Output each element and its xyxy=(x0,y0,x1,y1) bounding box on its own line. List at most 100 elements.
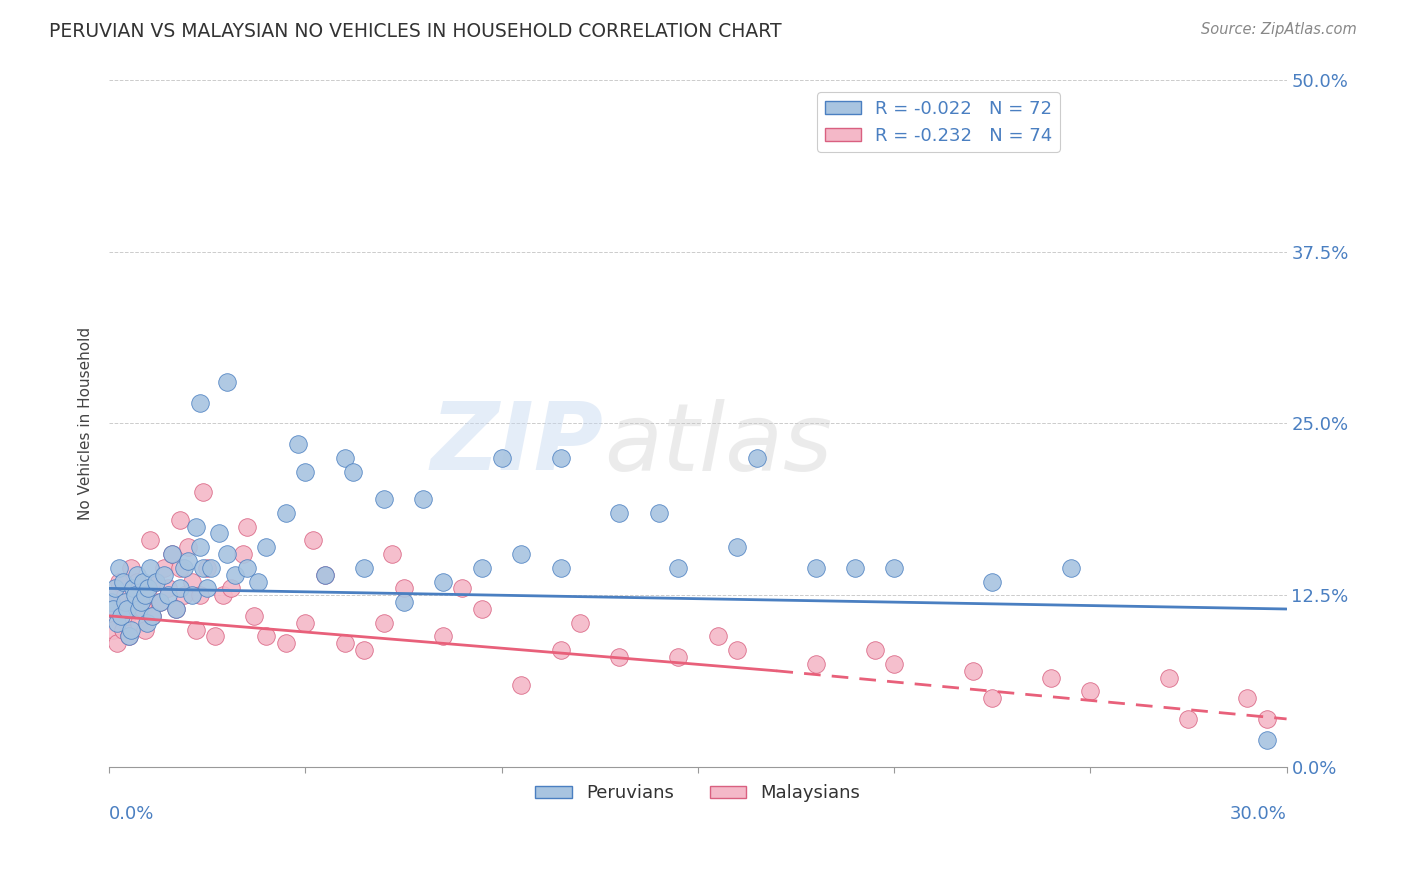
Point xyxy=(125,567,148,582)
Point xyxy=(333,450,356,465)
Point xyxy=(863,643,886,657)
Point xyxy=(145,574,167,589)
Point xyxy=(129,595,152,609)
Text: 0.0%: 0.0% xyxy=(110,805,155,823)
Point xyxy=(134,623,156,637)
Point xyxy=(1040,671,1063,685)
Point xyxy=(195,582,218,596)
Point xyxy=(412,491,434,506)
Point xyxy=(510,547,533,561)
Point xyxy=(200,561,222,575)
Text: PERUVIAN VS MALAYSIAN NO VEHICLES IN HOUSEHOLD CORRELATION CHART: PERUVIAN VS MALAYSIAN NO VEHICLES IN HOU… xyxy=(49,22,782,41)
Point xyxy=(131,574,153,589)
Point xyxy=(131,602,153,616)
Point xyxy=(100,595,122,609)
Point xyxy=(844,561,866,575)
Point xyxy=(254,540,277,554)
Point xyxy=(138,582,160,596)
Point xyxy=(219,582,242,596)
Point xyxy=(157,582,180,596)
Point xyxy=(145,574,167,589)
Point xyxy=(184,623,207,637)
Point xyxy=(550,450,572,465)
Point xyxy=(104,582,127,596)
Point xyxy=(1256,732,1278,747)
Point xyxy=(510,677,533,691)
Point xyxy=(101,623,124,637)
Point xyxy=(392,595,415,609)
Point xyxy=(294,615,316,630)
Point xyxy=(706,630,728,644)
Point xyxy=(373,491,395,506)
Point xyxy=(177,554,200,568)
Point xyxy=(208,526,231,541)
Point xyxy=(981,691,1004,706)
Text: Source: ZipAtlas.com: Source: ZipAtlas.com xyxy=(1201,22,1357,37)
Point xyxy=(135,582,157,596)
Point xyxy=(128,602,150,616)
Point xyxy=(195,561,218,575)
Point xyxy=(981,574,1004,589)
Point xyxy=(609,506,631,520)
Point xyxy=(432,574,454,589)
Point xyxy=(188,540,211,554)
Point xyxy=(111,623,134,637)
Point xyxy=(224,567,246,582)
Point xyxy=(139,533,162,548)
Point xyxy=(134,588,156,602)
Point xyxy=(120,561,142,575)
Point xyxy=(666,650,689,665)
Point xyxy=(105,615,128,630)
Point xyxy=(1177,712,1199,726)
Point xyxy=(314,567,336,582)
Point xyxy=(333,636,356,650)
Point xyxy=(215,376,238,390)
Point xyxy=(153,567,176,582)
Point xyxy=(745,450,768,465)
Point xyxy=(165,602,187,616)
Point xyxy=(120,623,142,637)
Point xyxy=(184,519,207,533)
Point xyxy=(114,595,136,609)
Point xyxy=(569,615,592,630)
Point xyxy=(491,450,513,465)
Point xyxy=(124,588,146,602)
Point xyxy=(188,588,211,602)
Point xyxy=(153,561,176,575)
Point xyxy=(149,595,172,609)
Point xyxy=(451,582,474,596)
Point xyxy=(274,636,297,650)
Point xyxy=(962,664,984,678)
Point xyxy=(353,561,375,575)
Point xyxy=(173,588,195,602)
Point xyxy=(373,615,395,630)
Point xyxy=(169,513,191,527)
Point xyxy=(115,608,138,623)
Point xyxy=(342,465,364,479)
Point xyxy=(129,595,152,609)
Point xyxy=(110,608,132,623)
Point xyxy=(165,602,187,616)
Point xyxy=(110,602,132,616)
Point xyxy=(302,533,325,548)
Point xyxy=(212,588,235,602)
Point xyxy=(381,547,404,561)
Text: ZIP: ZIP xyxy=(430,398,603,490)
Point xyxy=(609,650,631,665)
Point xyxy=(138,588,160,602)
Point xyxy=(141,608,163,623)
Point xyxy=(883,657,905,671)
Text: 30.0%: 30.0% xyxy=(1230,805,1286,823)
Point xyxy=(647,506,669,520)
Point xyxy=(108,574,131,589)
Point xyxy=(294,465,316,479)
Point xyxy=(121,595,143,609)
Point xyxy=(114,588,136,602)
Point xyxy=(232,547,254,561)
Point xyxy=(101,602,124,616)
Point xyxy=(235,519,257,533)
Point xyxy=(353,643,375,657)
Point xyxy=(883,561,905,575)
Point xyxy=(124,602,146,616)
Point xyxy=(169,582,191,596)
